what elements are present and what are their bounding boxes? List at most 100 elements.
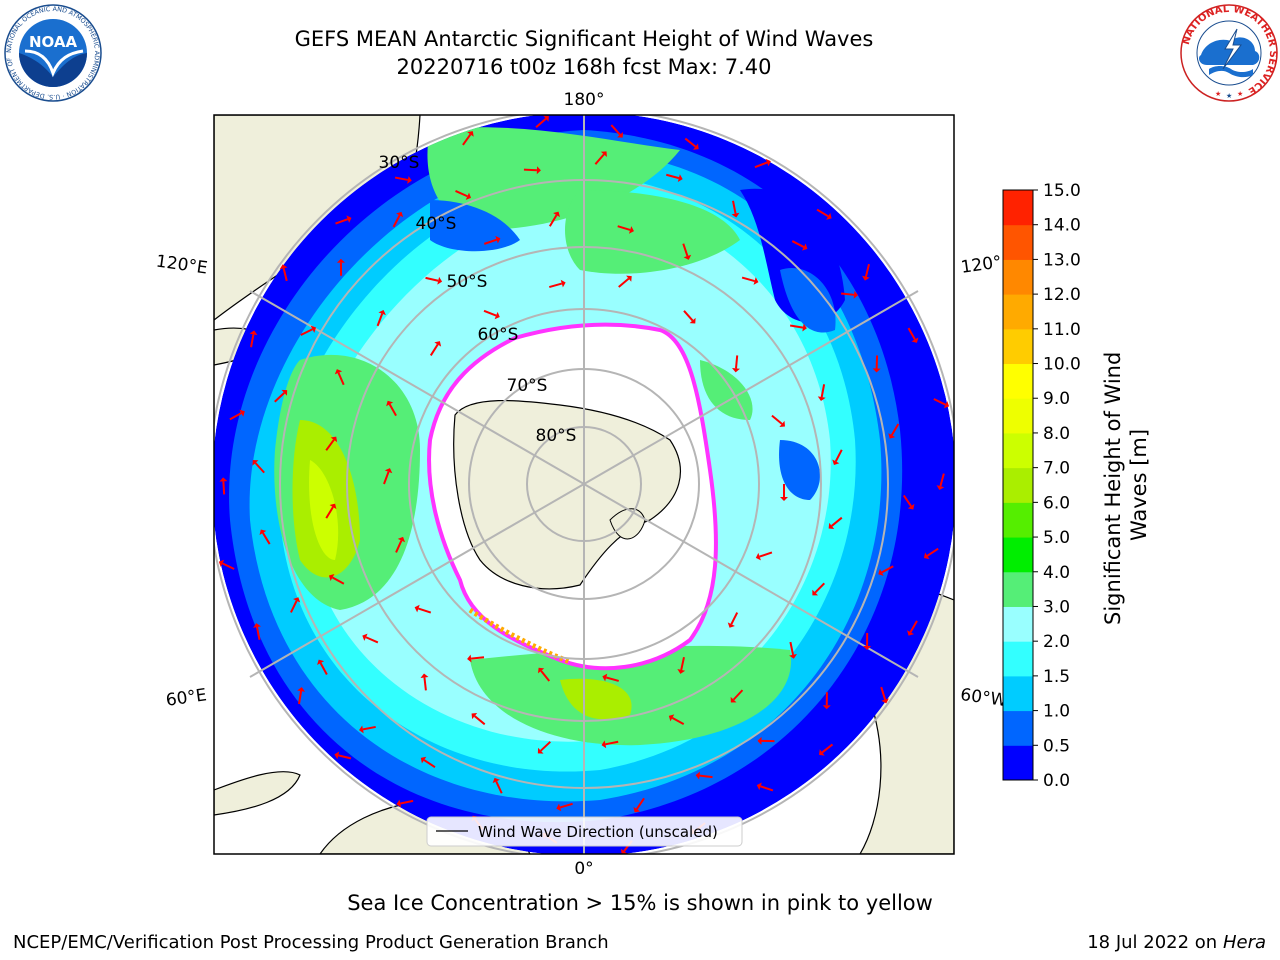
colorbar-tick-label: 7.0: [1043, 459, 1070, 479]
legend-label: Wind Wave Direction (unscaled): [478, 823, 718, 841]
wave-direction-arrowhead: [789, 654, 797, 659]
wave-direction-arrowhead: [911, 337, 919, 343]
wave-direction-arrowhead: [437, 276, 443, 285]
wave-direction-arrow: [540, 741, 551, 752]
wave-direction-arrowhead: [600, 151, 607, 157]
wave-direction-arrowhead: [755, 552, 761, 561]
colorbar-segment: [1003, 259, 1033, 295]
wave-direction-arrowhead: [832, 459, 840, 465]
wave-direction-arrowhead: [494, 311, 500, 320]
wave-direction-arrow: [495, 781, 503, 794]
wave-direction-arrow: [831, 516, 843, 527]
wave-direction-arrow: [274, 392, 285, 403]
wave-direction-arrow: [254, 462, 265, 474]
wave-direction-arrowhead: [293, 597, 301, 603]
colorbar-segment: [1003, 641, 1033, 677]
wave-direction-arrow: [594, 153, 605, 165]
wave-direction-arrow: [730, 612, 739, 625]
wave-direction-arrowhead: [471, 712, 478, 720]
colorbar-tick-label: 14.0: [1043, 216, 1081, 236]
colorbar-tick-label: 8.0: [1043, 424, 1070, 444]
wave-direction-arrow: [864, 263, 870, 277]
wave-direction-arrowhead: [346, 215, 352, 223]
wave-direction-arrow: [890, 423, 900, 436]
wave-direction-arrowhead: [414, 604, 420, 613]
wave-direction-arrow: [814, 582, 826, 594]
wave-direction-arrow: [297, 690, 303, 705]
wave-direction-arrowhead: [812, 589, 819, 596]
wave-direction-arrow: [423, 677, 427, 691]
wave-direction-arrowhead: [677, 669, 686, 674]
wave-direction-arrow: [300, 328, 313, 336]
wave-direction-arrowhead: [378, 309, 386, 316]
wave-direction-arrowhead: [362, 633, 368, 641]
wave-direction-arrowhead: [853, 290, 859, 299]
wave-direction-arrow: [789, 641, 795, 656]
wave-direction-arrow: [789, 324, 804, 329]
wave-direction-arrow: [331, 576, 345, 585]
nws-logo: NATIONAL WEATHER SERVICE ★ ★ ★: [1180, 4, 1278, 102]
chart-title: GEFS MEAN Antarctic Significant Height o…: [294, 27, 874, 51]
colorbar-tick-label: 0.5: [1043, 736, 1070, 756]
footer-date: 18 Jul 2022 on Hera: [1087, 932, 1266, 953]
lon-label-left-lower: 60°E: [165, 685, 208, 710]
colorbar-segment: [1003, 502, 1033, 538]
colorbar-segment: [1003, 190, 1033, 226]
wave-direction-arrowhead: [330, 436, 338, 443]
wave-direction-arrow: [540, 670, 551, 682]
wave-direction-arrow: [760, 785, 774, 792]
lon-label-right-upper: 120°: [960, 252, 1003, 278]
wave-direction-arrow: [841, 292, 855, 296]
wave-direction-arrowhead: [279, 264, 288, 270]
wave-direction-arrowhead: [396, 211, 404, 218]
wave-direction-arrowhead: [881, 698, 889, 704]
wave-direction-arrowhead: [689, 317, 696, 324]
wave-direction-arrowhead: [617, 131, 623, 138]
wave-direction-arrow: [926, 547, 939, 557]
wave-direction-arrow: [909, 620, 918, 633]
colorbar-tick-label: 4.0: [1043, 563, 1070, 583]
wave-direction-arrowhead: [253, 623, 261, 628]
sea-ice-note: Sea Ice Concentration > 15% is shown in …: [347, 891, 933, 915]
wave-direction-arrow: [610, 124, 621, 136]
chart-subtitle: 20220716 t00z 168h fcst Max: 7.40: [396, 55, 772, 79]
wave-direction-arrowhead: [693, 143, 699, 150]
wave-direction-arrow: [229, 412, 242, 421]
wave-direction-arrowhead: [923, 552, 930, 560]
wave-direction-arrow: [256, 626, 261, 641]
wave-direction-arrow: [791, 240, 805, 248]
wave-direction-arrowhead: [828, 522, 835, 530]
wave-direction-arrowhead: [826, 212, 832, 220]
wave-direction-arrow: [335, 218, 349, 225]
lat-label-40s: 40°S: [416, 214, 457, 234]
wave-direction-arrowhead: [396, 799, 402, 808]
wave-direction-arrowhead: [695, 771, 701, 780]
wave-direction-arrowhead: [317, 659, 325, 666]
wave-direction-arrowhead: [467, 654, 472, 663]
wave-direction-arrowhead: [677, 174, 683, 182]
wave-direction-arrowhead: [252, 460, 259, 466]
wave-direction-arrowhead: [943, 401, 950, 409]
wave-direction-arrowhead: [602, 673, 608, 682]
wave-direction-arrowhead: [757, 736, 762, 745]
wave-direction-arrow: [605, 740, 619, 746]
wave-direction-arrow: [680, 656, 685, 671]
wave-direction-arrow: [741, 276, 755, 282]
wave-direction-arrowhead: [801, 243, 808, 251]
wave-direction-arrowhead: [872, 368, 881, 373]
wave-direction-arrow: [290, 600, 298, 613]
noaa-wordmark: NOAA: [29, 33, 78, 51]
wave-direction-arrow: [535, 117, 547, 128]
colorbar-tick-label: 1.5: [1043, 667, 1070, 687]
wave-direction-arrow: [392, 214, 401, 228]
wave-direction-arrow: [671, 716, 685, 725]
colorbar-tick-label: 6.0: [1043, 493, 1070, 513]
lon-label-top: 180°: [564, 90, 605, 110]
wave-direction-arrowhead: [543, 115, 549, 122]
wave-direction-arrowhead: [359, 725, 364, 734]
wave-direction-arrowhead: [407, 175, 412, 184]
wave-direction-arrowhead: [219, 477, 228, 482]
wave-direction-arrowhead: [249, 330, 258, 336]
lat-label-50s: 50°S: [447, 272, 488, 292]
wave-direction-arrow: [933, 398, 946, 406]
